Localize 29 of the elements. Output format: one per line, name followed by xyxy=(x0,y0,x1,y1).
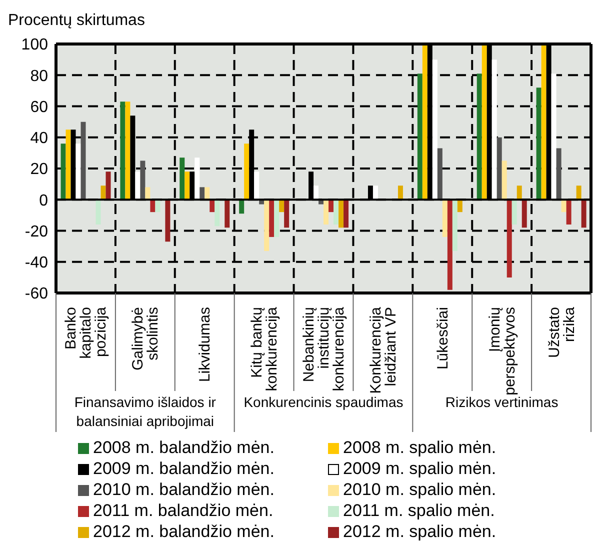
legend-label: 2011 m. balandžio mėn. xyxy=(93,501,274,521)
y-tick-label: -20 xyxy=(24,223,48,240)
legend-label: 2010 m. balandžio mėn. xyxy=(93,480,274,500)
y-tick-label: 0 xyxy=(39,192,48,210)
x-tick-label: Užstato rizika xyxy=(546,306,578,358)
y-tick-label: 40 xyxy=(30,130,48,148)
x-tick-label: Banko kapitalo pozicija xyxy=(62,306,110,359)
y-tick-label: 80 xyxy=(30,68,48,85)
legend-label: 2012 m. balandžio mėn. xyxy=(93,522,274,542)
text: Finansavimo išlaidos ir balansiniai apribojimai xyxy=(73,393,217,431)
y-axis-title: Procentų skirtumas xyxy=(8,12,145,30)
y-tick-label: -40 xyxy=(24,254,48,272)
legend-label: 2011 m. spalio mėn. xyxy=(343,501,495,521)
y-tick-label: -60 xyxy=(24,286,48,303)
legend-label: 2009 m. spalio mėn. xyxy=(343,459,496,479)
x-tick-label: Kitų bankų konkurencija xyxy=(248,306,281,392)
text: Rizikos vertinimas xyxy=(444,394,560,412)
legend-label: 2008 m. spalio mėn. xyxy=(343,438,496,458)
x-tick-label: Įmonių perspektyvos xyxy=(486,307,518,396)
legend-label: 2012 m. spalio mėn. xyxy=(343,522,496,542)
legend-label: 2010 m. spalio mėn. xyxy=(343,480,496,500)
x-tick-label: Likvidumas xyxy=(196,307,214,382)
legend-label: 2009 m. balandžio mėn. xyxy=(93,459,274,479)
text: Konkurencinis spaudimas xyxy=(242,393,404,412)
y-tick-label: 20 xyxy=(30,161,48,178)
y-tick-label: 60 xyxy=(30,98,48,116)
legend-label: 2008 m. balandžio mėn. xyxy=(93,438,274,458)
y-tick-label: 100 xyxy=(21,36,48,54)
x-tick-label: Lūkesčiai xyxy=(434,307,452,370)
